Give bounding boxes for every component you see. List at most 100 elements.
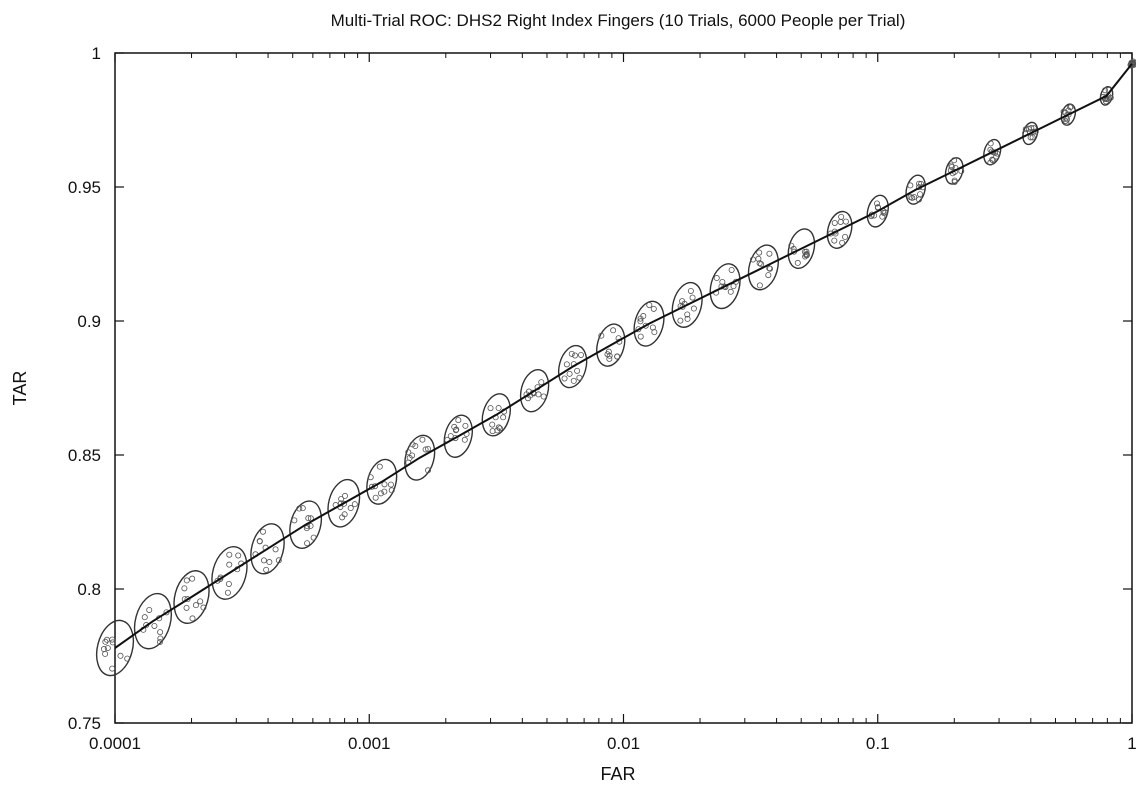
- confidence-ellipse: [289, 500, 323, 549]
- trial-point: [183, 577, 190, 584]
- trial-point: [1022, 126, 1029, 133]
- trial-point: [424, 445, 431, 452]
- trial-point: [304, 540, 311, 547]
- confidence-ellipse: [747, 244, 779, 291]
- trial-point: [1062, 117, 1069, 124]
- trial-point: [755, 255, 762, 262]
- trial-point: [109, 639, 116, 646]
- trial-point: [275, 557, 282, 564]
- trial-point: [687, 287, 694, 294]
- trial-point: [568, 350, 575, 357]
- trial-point: [299, 505, 306, 512]
- trial-point: [958, 168, 965, 175]
- trial-point: [305, 515, 312, 522]
- trial-point: [500, 414, 507, 421]
- trial-point: [642, 322, 649, 329]
- trial-point: [341, 511, 348, 518]
- trial-point: [109, 636, 116, 643]
- trial-point: [291, 517, 298, 524]
- trial-point: [102, 638, 109, 645]
- trial-point: [598, 332, 605, 339]
- trial-point: [489, 428, 496, 435]
- trial-point: [235, 552, 242, 559]
- trial-point: [993, 153, 1000, 160]
- trial-point: [117, 652, 124, 659]
- trial-point: [650, 305, 657, 312]
- trial-point: [873, 200, 880, 207]
- confidence-ellipse: [787, 228, 816, 270]
- trial-point: [577, 351, 584, 358]
- trial-point: [842, 233, 849, 240]
- trial-point: [730, 283, 737, 290]
- trial-point: [563, 361, 570, 368]
- trial-point: [679, 298, 686, 305]
- confidence-ellipse: [95, 619, 135, 677]
- trial-point: [756, 282, 763, 289]
- trial-point: [425, 467, 432, 474]
- trial-point: [422, 446, 429, 453]
- x-tick-label: 0.1: [866, 734, 890, 753]
- trial-point: [341, 492, 348, 499]
- trial-point: [226, 561, 233, 568]
- trial-point: [766, 265, 773, 272]
- x-tick-label: 0.0001: [89, 734, 141, 753]
- y-tick-label: 0.85: [68, 446, 101, 465]
- trial-point: [994, 150, 1001, 157]
- trial-point: [141, 614, 148, 621]
- y-tick-label: 0.75: [68, 714, 101, 733]
- trial-point: [842, 218, 849, 225]
- trial-point: [272, 546, 279, 553]
- trial-point: [677, 317, 684, 324]
- confidence-ellipse: [443, 414, 473, 458]
- trial-point: [495, 405, 502, 412]
- trial-point: [838, 213, 845, 220]
- trial-point: [610, 327, 617, 334]
- trial-point: [461, 436, 468, 443]
- confidence-ellipse: [905, 174, 927, 205]
- trial-point: [347, 505, 354, 512]
- confidence-ellipse: [327, 478, 361, 528]
- trial-point: [495, 424, 502, 431]
- confidence-ellipse: [173, 570, 210, 624]
- chart-title: Multi-Trial ROC: DHS2 Right Index Finger…: [331, 11, 906, 30]
- x-tick-label: 1: [1127, 734, 1136, 753]
- trial-point: [640, 313, 647, 320]
- y-axis-label: TAR: [10, 371, 30, 406]
- trial-point: [381, 488, 388, 495]
- trial-point: [489, 421, 496, 428]
- trial-point: [157, 635, 164, 642]
- trial-point: [387, 481, 394, 488]
- confidence-ellipse: [557, 344, 588, 389]
- trial-point: [487, 405, 494, 412]
- trial-point: [951, 177, 958, 184]
- trial-point: [494, 427, 501, 434]
- trial-point: [987, 140, 994, 147]
- trial-point: [727, 288, 734, 295]
- trial-point: [146, 606, 153, 613]
- trial-point: [377, 490, 384, 497]
- trial-point: [646, 302, 653, 309]
- trial-point: [405, 449, 412, 456]
- trial-point: [1064, 116, 1071, 123]
- confidence-ellipses: [95, 58, 1136, 677]
- confidence-ellipse: [826, 210, 853, 249]
- trial-point: [351, 501, 358, 508]
- trial-point: [1027, 134, 1034, 141]
- confidence-ellipse: [633, 300, 665, 347]
- trial-point: [388, 487, 395, 494]
- trial-point: [447, 433, 454, 440]
- trial-point: [801, 248, 808, 255]
- trial-point: [882, 209, 889, 216]
- trial-point: [102, 650, 109, 657]
- confidence-ellipse: [671, 281, 703, 328]
- trial-point: [649, 324, 656, 331]
- trial-point: [455, 417, 462, 424]
- trial-point: [874, 204, 881, 211]
- trial-point: [839, 239, 846, 246]
- trial-point: [909, 194, 916, 201]
- trial-point: [266, 559, 273, 566]
- trial-point: [200, 604, 207, 611]
- trial-point: [260, 557, 267, 564]
- y-tick-label: 1: [92, 44, 101, 63]
- trial-point: [263, 566, 270, 573]
